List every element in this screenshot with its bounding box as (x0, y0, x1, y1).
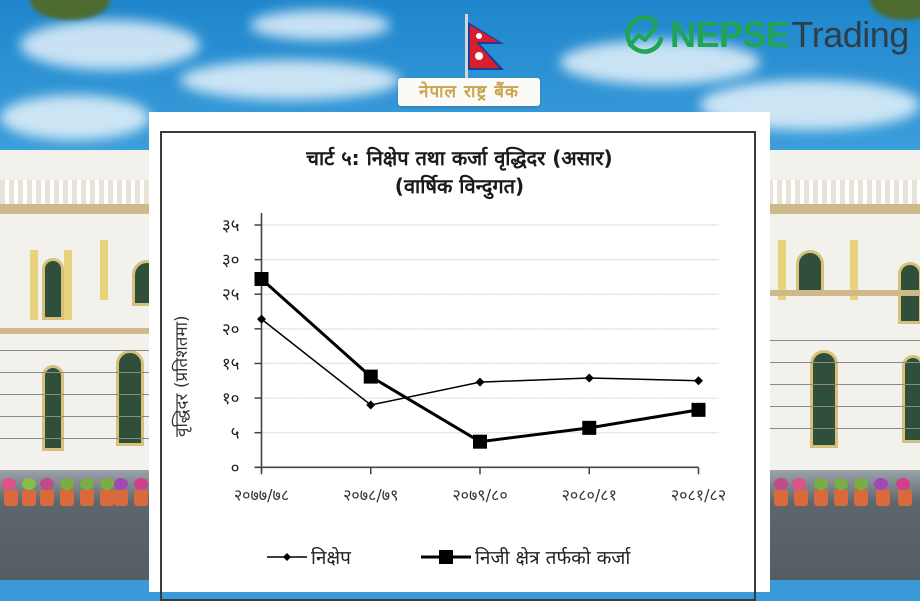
chart-title: चार्ट ५: निक्षेप तथा कर्जा वृद्धिदर (असा… (306, 146, 613, 170)
y-tick-label: २० (222, 320, 240, 340)
y-tick-label: २५ (222, 285, 240, 305)
legend-diamond-marker-icon (283, 553, 291, 561)
y-tick-label: ३५ (222, 216, 240, 236)
flag-pole (465, 14, 468, 84)
y-tick-label: ५ (231, 424, 240, 444)
diamond-marker (475, 377, 485, 387)
legend-label: निक्षेप (311, 546, 352, 569)
y-tick-label: ३० (222, 251, 240, 271)
legend-label: निजी क्षेत्र तर्फको कर्जा (475, 546, 631, 569)
diamond-marker (366, 400, 376, 410)
legend-square-marker-icon (439, 550, 453, 564)
building-left (0, 150, 162, 470)
series-line (260, 277, 699, 444)
square-marker (254, 271, 269, 286)
x-tick-label: २०७७/७८ (234, 485, 289, 504)
diamond-marker (584, 373, 594, 383)
nepse-trading-logo: NEPSE Trading (622, 12, 909, 58)
y-axis-label: वृद्धिदर (प्रतिशतमा) (171, 315, 192, 437)
building-right (768, 150, 920, 470)
series-line (261, 318, 699, 406)
square-marker (582, 420, 597, 435)
square-marker (691, 402, 706, 417)
y-tick-label: १५ (222, 354, 240, 374)
diamond-marker (694, 376, 703, 386)
logo-text-nepse: NEPSE (670, 14, 790, 55)
chart-panel: चार्ट ५: निक्षेप तथा कर्जा वृद्धिदर (असा… (149, 112, 770, 601)
y-tick-label: १० (222, 389, 240, 409)
building-sign: नेपाल राष्ट्र बैंक (398, 78, 540, 106)
y-tick-label: ० (231, 458, 240, 478)
diamond-marker (257, 314, 266, 324)
trend-up-logo-icon (625, 15, 664, 54)
chart-subtitle: (वार्षिक विन्दुगत) (394, 174, 525, 198)
line-chart: ० ५ १० १५ २० २५ ३० ३५ २०७७/७८ २०७८/७९ २०७९/८० २०८०/… (171, 213, 726, 569)
square-marker (363, 369, 378, 384)
x-tick-label: २०७८/७९ (343, 485, 398, 504)
nepal-flag-icon (468, 22, 504, 70)
x-tick-label: २०७९/८० (452, 485, 507, 504)
x-tick-label: २०८०/८१ (562, 485, 617, 504)
logo-text-trading: Trading (791, 14, 910, 55)
square-marker (473, 434, 487, 449)
x-tick-label: २०८१/८२ (671, 485, 726, 504)
